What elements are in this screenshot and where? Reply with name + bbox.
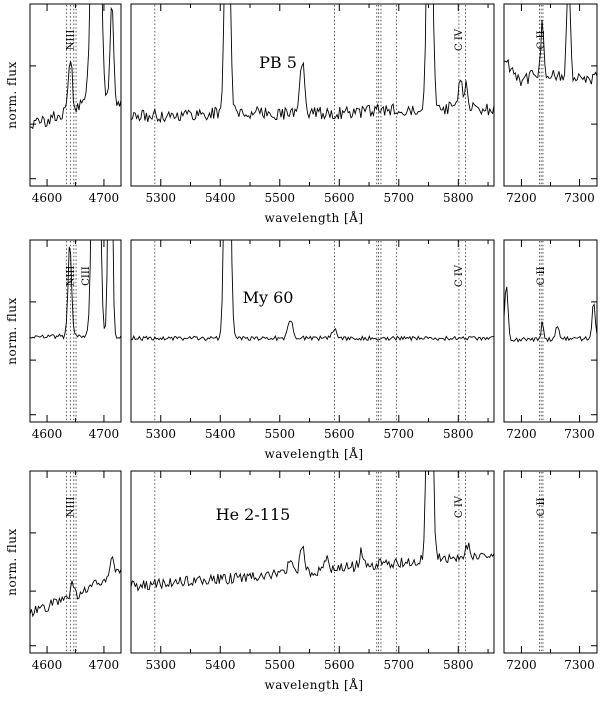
- x-tick-label: 5700: [384, 191, 415, 205]
- spectral-line-label: NIII: [65, 266, 76, 287]
- x-tick-label: 7300: [564, 191, 595, 205]
- x-tick-label: 5600: [324, 427, 355, 441]
- spectral-line-label: C IV: [454, 264, 465, 287]
- x-tick-label: 5400: [205, 191, 236, 205]
- x-tick-label: 5700: [384, 658, 415, 672]
- x-tick-label: 5500: [264, 191, 295, 205]
- x-tick-label: 5300: [145, 658, 176, 672]
- spectrum-panel-3: 4600 4700 5300 5400 5500 5600 5700 5800 7200 7300…: [5, 106, 598, 692]
- object-name: He 2-115: [216, 505, 291, 524]
- x-tick-label: 5500: [264, 658, 295, 672]
- x-tick-label: 7200: [506, 427, 537, 441]
- spectrum-panel-2: 4600 4700 5300 5400 5500 5600 5700 5800 7200 7300…: [5, 239, 598, 461]
- x-tick-label: 5400: [205, 658, 236, 672]
- y-axis-label: norm. flux: [5, 297, 19, 364]
- axes-frame-3: [503, 239, 598, 423]
- x-tick-label: 4600: [32, 658, 63, 672]
- spectrum-line: [131, 4, 494, 124]
- x-axis-label: wavelength [Å]: [264, 677, 363, 692]
- spectrum-panel-1: 4600 4700 5300 5400 5500 5600 5700 5800 7200 7300…: [5, 3, 598, 225]
- spectrum-line: [504, 106, 597, 467]
- x-tick-label: 4600: [32, 427, 63, 441]
- spectrum-line: [30, 555, 121, 618]
- x-tick-label: 5700: [384, 427, 415, 441]
- y-axis-label: norm. flux: [5, 528, 19, 595]
- x-tick-label: 5500: [264, 427, 295, 441]
- x-axis-label: wavelength [Å]: [264, 446, 363, 461]
- x-axis-label: wavelength [Å]: [264, 210, 363, 225]
- axes-frame-3: [503, 470, 598, 654]
- x-tick-label: 5800: [443, 191, 474, 205]
- y-axis-label: norm. flux: [5, 61, 19, 128]
- spectral-line-label: C II: [536, 31, 547, 50]
- spectrum-line: [504, 4, 597, 87]
- spectral-line-label: CIII: [81, 266, 92, 286]
- x-tick-label: 7200: [506, 658, 537, 672]
- axes-frame-2: [130, 239, 495, 423]
- x-tick-label: 5800: [443, 427, 474, 441]
- spectrum-line: [131, 240, 494, 342]
- spectrum-line: [504, 286, 597, 343]
- x-tick-label: 4700: [89, 427, 120, 441]
- axes-frame-3: [503, 3, 598, 187]
- object-name: PB 5: [259, 53, 297, 72]
- spectrum-line: [131, 471, 494, 592]
- x-tick-label: 5400: [205, 427, 236, 441]
- x-tick-label: 5600: [324, 658, 355, 672]
- x-tick-label: 7200: [506, 191, 537, 205]
- spectrum-line: [30, 240, 121, 340]
- x-tick-label: 7300: [564, 427, 595, 441]
- x-tick-label: 5600: [324, 191, 355, 205]
- spectral-line-label: NIII: [65, 497, 76, 518]
- object-name: My 60: [243, 288, 294, 307]
- spectral-line-label: C II: [536, 498, 547, 517]
- spectral-line-label: C IV: [454, 495, 465, 518]
- x-tick-label: 5800: [443, 658, 474, 672]
- x-tick-label: 5300: [145, 427, 176, 441]
- spectral-line-label: NIII: [65, 30, 76, 51]
- spectral-line-label: C IV: [454, 28, 465, 51]
- x-tick-label: 4700: [89, 191, 120, 205]
- spectrum-line: [30, 4, 121, 130]
- axes-frame-2: [130, 3, 495, 187]
- x-tick-label: 5300: [145, 191, 176, 205]
- x-tick-label: 7300: [564, 658, 595, 672]
- spectral-line-label: C II: [536, 267, 547, 286]
- x-tick-label: 4700: [89, 658, 120, 672]
- x-tick-label: 4600: [32, 191, 63, 205]
- axes-frame-2: [130, 470, 495, 654]
